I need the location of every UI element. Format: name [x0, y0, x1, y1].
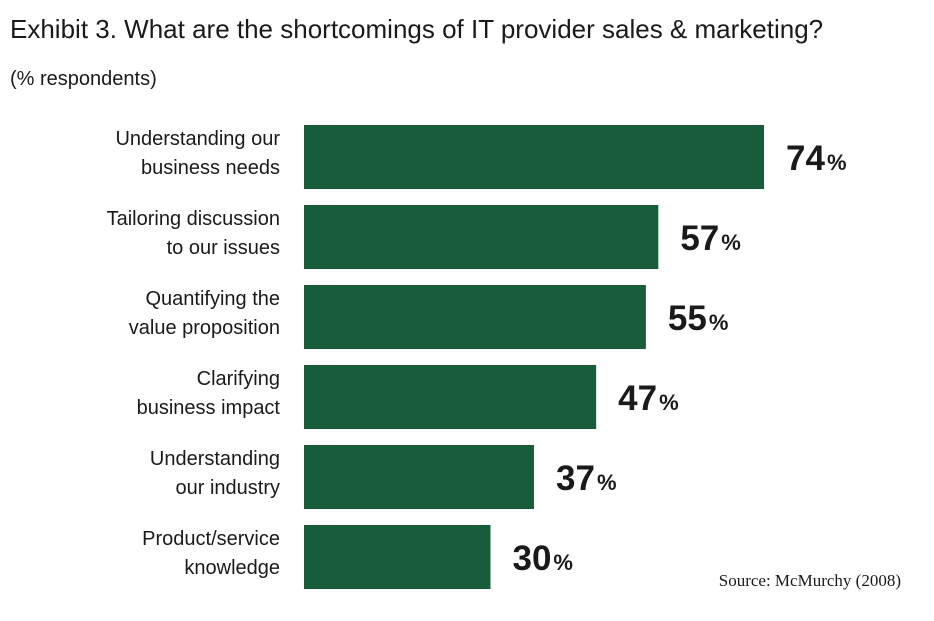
bar: [304, 285, 646, 349]
value-label: 74%: [786, 139, 847, 178]
bar: [304, 525, 491, 589]
chart-title: Exhibit 3. What are the shortcomings of …: [10, 14, 824, 44]
category-label: Understanding our business needs: [115, 128, 280, 179]
value-label: 55%: [668, 299, 729, 338]
category-label: Clarifying business impact: [137, 368, 281, 419]
value-label: 47%: [618, 379, 679, 418]
value-label: 37%: [556, 459, 617, 498]
category-label: Understanding our industry: [150, 448, 280, 499]
bar: [304, 365, 597, 429]
value-label: 30%: [512, 539, 573, 578]
source-note: Source: McMurchy (2008): [718, 571, 901, 590]
bar: [304, 205, 659, 269]
bar: [304, 445, 534, 509]
category-label: Quantifying the value proposition: [129, 288, 280, 339]
chart-subtitle: (% respondents): [10, 68, 157, 90]
category-label: Tailoring discussion to our issues: [107, 208, 280, 259]
bar: [304, 125, 764, 189]
category-label: Product/service knowledge: [142, 528, 280, 579]
value-label: 57%: [680, 219, 741, 258]
